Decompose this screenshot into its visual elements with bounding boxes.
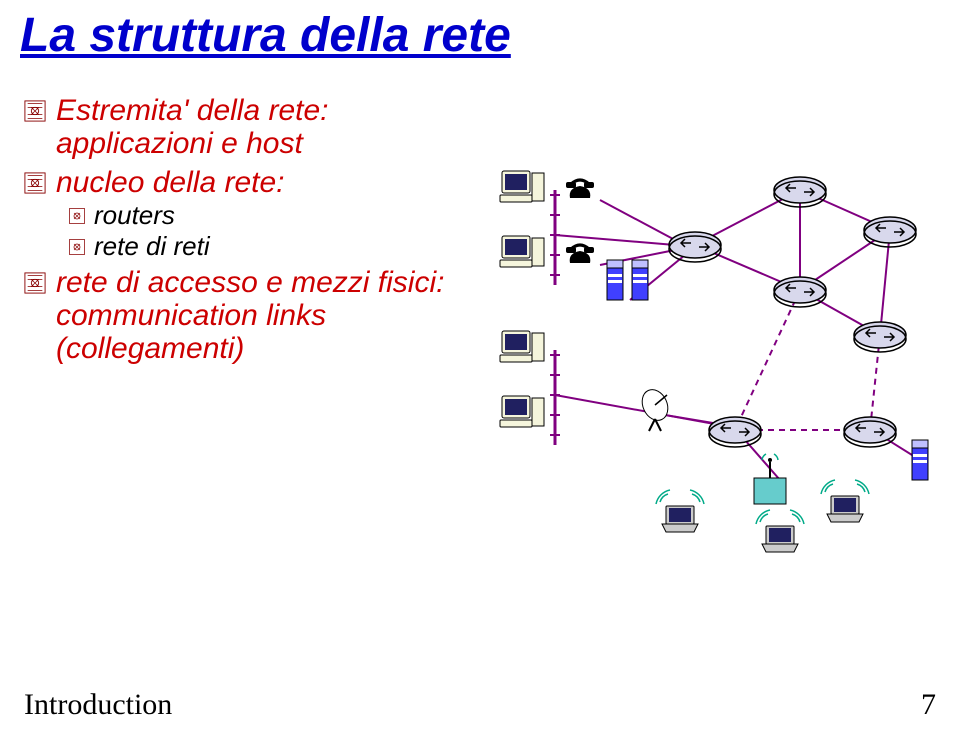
footer-page-number: 7 [921, 688, 936, 722]
bullet-3: rete di accesso e mezzi fisici: communic… [24, 266, 464, 365]
bullet-2-sub-2: rete di reti [68, 232, 464, 261]
footer-left: Introduction [24, 688, 172, 722]
ornate-bullet-small-icon [68, 207, 86, 225]
bullet-1-label: Estremita' della rete: [56, 94, 329, 127]
bullet-2-sub-2-label: rete di reti [94, 232, 210, 261]
page-title: La struttura della rete [20, 8, 511, 63]
bullet-2-sub-1: routers [68, 201, 464, 230]
ornate-bullet-icon [24, 272, 46, 294]
bullet-2-label: nucleo della rete: [56, 166, 285, 199]
bullet-2-sub-1-label: routers [94, 201, 175, 230]
body-text: Estremita' della rete: applicazioni e ho… [24, 88, 464, 365]
bullet-3-sub: communication links (collegamenti) [56, 299, 464, 365]
bullet-3-label: rete di accesso e mezzi fisici: [56, 266, 464, 299]
network-diagram [480, 150, 950, 580]
bullet-1-sub: applicazioni e host [56, 127, 329, 160]
bullet-2: nucleo della rete: [24, 166, 464, 199]
bullet-1: Estremita' della rete: applicazioni e ho… [24, 94, 464, 160]
ornate-bullet-small-icon [68, 238, 86, 256]
ornate-bullet-icon [24, 100, 46, 122]
slide: La struttura della rete Estremita' della… [0, 0, 960, 740]
ornate-bullet-icon [24, 172, 46, 194]
